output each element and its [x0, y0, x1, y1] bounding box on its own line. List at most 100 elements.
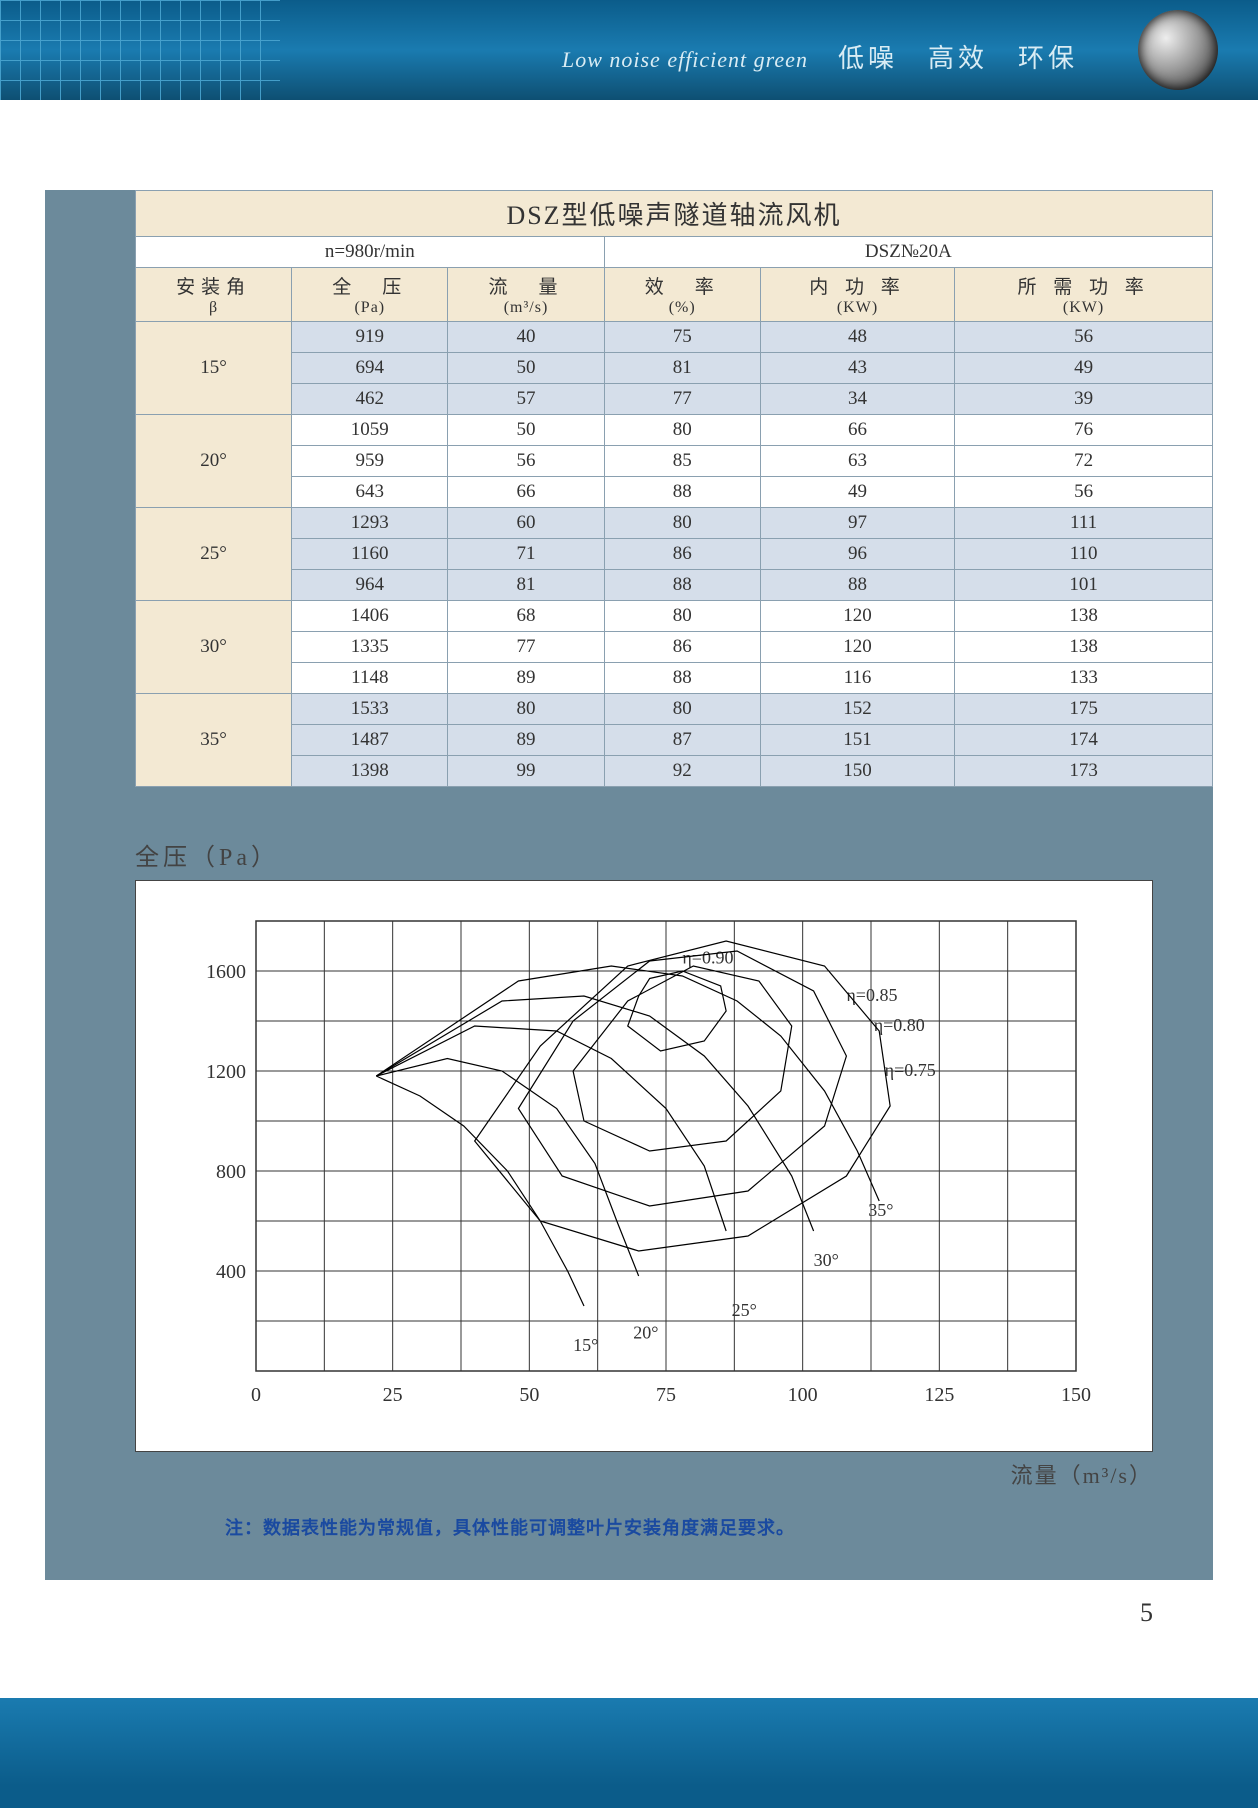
data-cell: 77 — [604, 384, 760, 415]
data-cell: 97 — [760, 508, 954, 539]
data-cell: 43 — [760, 353, 954, 384]
data-cell: 1059 — [292, 415, 448, 446]
data-cell: 1148 — [292, 663, 448, 694]
data-cell: 87 — [604, 725, 760, 756]
chart-y-title: 全压（Pa） — [135, 837, 1213, 872]
slogan-en: Low noise efficient green — [562, 47, 808, 73]
svg-text:1600: 1600 — [206, 961, 246, 983]
col-header: 效 率(%) — [604, 268, 760, 322]
chart-x-title: 流量（m³/s） — [45, 1458, 1153, 1490]
angle-cell: 15° — [136, 322, 292, 415]
col-header: 流 量(m³/s) — [448, 268, 604, 322]
svg-text:1200: 1200 — [206, 1061, 246, 1083]
content-panel: DSZ型低噪声隧道轴流风机 n=980r/min DSZ№20A 安装角β全 压… — [45, 190, 1213, 1580]
data-cell: 89 — [448, 725, 604, 756]
data-cell: 56 — [448, 446, 604, 477]
data-cell: 92 — [604, 756, 760, 787]
data-cell: 39 — [955, 384, 1213, 415]
data-cell: 50 — [448, 415, 604, 446]
data-cell: 643 — [292, 477, 448, 508]
svg-text:125: 125 — [924, 1384, 954, 1406]
data-cell: 1487 — [292, 725, 448, 756]
svg-text:30°: 30° — [814, 1250, 839, 1270]
data-cell: 1335 — [292, 632, 448, 663]
data-cell: 77 — [448, 632, 604, 663]
svg-text:η=0.75: η=0.75 — [885, 1060, 936, 1080]
svg-text:25°: 25° — [732, 1300, 757, 1320]
slogan-cn-1: 高效 — [928, 38, 988, 75]
data-cell: 1533 — [292, 694, 448, 725]
chart-box: 40080012001600025507510012515015°20°25°3… — [135, 880, 1153, 1452]
data-cell: 66 — [760, 415, 954, 446]
data-cell: 49 — [955, 353, 1213, 384]
data-cell: 138 — [955, 601, 1213, 632]
svg-text:100: 100 — [788, 1384, 818, 1406]
data-cell: 86 — [604, 632, 760, 663]
angle-cell: 20° — [136, 415, 292, 508]
data-cell: 919 — [292, 322, 448, 353]
data-cell: 1160 — [292, 539, 448, 570]
slogan-cn-2: 环保 — [1018, 38, 1078, 75]
data-cell: 174 — [955, 725, 1213, 756]
spec-table: DSZ型低噪声隧道轴流风机 n=980r/min DSZ№20A 安装角β全 压… — [135, 190, 1213, 787]
data-cell: 76 — [955, 415, 1213, 446]
spec-table-wrap: DSZ型低噪声隧道轴流风机 n=980r/min DSZ№20A 安装角β全 压… — [135, 190, 1213, 787]
performance-chart: 40080012001600025507510012515015°20°25°3… — [196, 901, 1096, 1421]
data-cell: 81 — [448, 570, 604, 601]
data-cell: 80 — [604, 601, 760, 632]
fan-icon — [1138, 10, 1218, 90]
data-cell: 50 — [448, 353, 604, 384]
footer-band — [0, 1698, 1258, 1808]
data-cell: 1406 — [292, 601, 448, 632]
data-cell: 96 — [760, 539, 954, 570]
data-cell: 48 — [760, 322, 954, 353]
svg-text:20°: 20° — [633, 1323, 658, 1343]
data-cell: 99 — [448, 756, 604, 787]
data-cell: 57 — [448, 384, 604, 415]
angle-cell: 30° — [136, 601, 292, 694]
svg-text:800: 800 — [216, 1161, 246, 1183]
data-cell: 152 — [760, 694, 954, 725]
svg-text:400: 400 — [216, 1261, 246, 1283]
data-cell: 120 — [760, 632, 954, 663]
svg-text:50: 50 — [519, 1384, 539, 1406]
col-header: 内 功 率(KW) — [760, 268, 954, 322]
data-cell: 133 — [955, 663, 1213, 694]
data-cell: 101 — [955, 570, 1213, 601]
svg-text:15°: 15° — [573, 1335, 598, 1355]
table-sub-left: n=980r/min — [136, 237, 605, 268]
data-cell: 34 — [760, 384, 954, 415]
data-cell: 63 — [760, 446, 954, 477]
svg-text:150: 150 — [1061, 1384, 1091, 1406]
data-cell: 88 — [604, 570, 760, 601]
data-cell: 111 — [955, 508, 1213, 539]
header-grid-deco — [0, 0, 280, 100]
data-cell: 49 — [760, 477, 954, 508]
data-cell: 40 — [448, 322, 604, 353]
data-cell: 71 — [448, 539, 604, 570]
data-cell: 75 — [604, 322, 760, 353]
data-cell: 150 — [760, 756, 954, 787]
table-sub-right: DSZ№20A — [604, 237, 1212, 268]
data-cell: 72 — [955, 446, 1213, 477]
data-cell: 151 — [760, 725, 954, 756]
data-cell: 1293 — [292, 508, 448, 539]
header-slogan: Low noise efficient green 低噪 高效 环保 — [562, 38, 1078, 75]
data-cell: 462 — [292, 384, 448, 415]
data-cell: 88 — [604, 663, 760, 694]
data-cell: 694 — [292, 353, 448, 384]
angle-cell: 35° — [136, 694, 292, 787]
data-cell: 60 — [448, 508, 604, 539]
data-cell: 80 — [448, 694, 604, 725]
data-cell: 175 — [955, 694, 1213, 725]
data-cell: 66 — [448, 477, 604, 508]
data-cell: 56 — [955, 322, 1213, 353]
data-cell: 81 — [604, 353, 760, 384]
svg-text:75: 75 — [656, 1384, 676, 1406]
svg-text:η=0.80: η=0.80 — [874, 1015, 925, 1035]
data-cell: 173 — [955, 756, 1213, 787]
data-cell: 110 — [955, 539, 1213, 570]
svg-text:25: 25 — [383, 1384, 403, 1406]
data-cell: 88 — [604, 477, 760, 508]
data-cell: 964 — [292, 570, 448, 601]
